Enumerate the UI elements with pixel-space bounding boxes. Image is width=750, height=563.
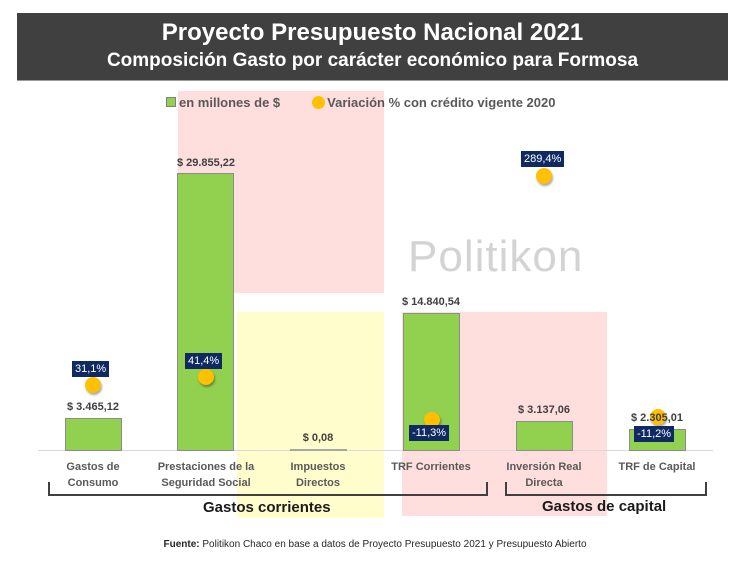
category-label-impuestos-directos: Impuestos Directos xyxy=(258,459,378,491)
legend: en millones de $ Variación % con crédito… xyxy=(166,93,555,111)
orange-dot-icon xyxy=(312,95,326,109)
group-label-gastos-capital: Gastos de capital xyxy=(542,498,667,515)
variation-dot xyxy=(650,409,666,425)
bar-impuestos-directos xyxy=(290,449,347,451)
category-label-line: Prestaciones de la xyxy=(157,461,255,473)
bar-value-label: $ 3.137,06 xyxy=(518,404,570,416)
bracket-gastos-corrientes xyxy=(48,482,488,496)
legend-item-dots: Variación % con crédito vigente 2020 xyxy=(280,95,555,110)
group-label-gastos-corrientes: Gastos corrientes xyxy=(203,499,331,516)
variation-label: -11,3% xyxy=(409,425,450,441)
source-note: Fuente: Politikon Chaco en base a datos … xyxy=(0,539,750,550)
variation-dot xyxy=(536,168,552,184)
bar-value-label: $ 2.305,01 xyxy=(631,412,683,424)
legend-item-bars: en millones de $ xyxy=(166,95,280,110)
variation-dot xyxy=(85,377,101,393)
variation-dot xyxy=(424,412,440,428)
legend-label-bars: en millones de $ xyxy=(179,94,281,110)
title-bar: Proyecto Presupuesto Nacional 2021 Compo… xyxy=(17,13,728,81)
legend-label-dots: Variación % con crédito vigente 2020 xyxy=(327,94,556,110)
source-prefix: Fuente: xyxy=(163,539,200,550)
bar-value-label: $ 29.855,22 xyxy=(176,157,236,169)
watermark: Politikon xyxy=(408,232,584,281)
category-label-line: Directa xyxy=(525,477,563,489)
category-label-trf-capital: TRF de Capital xyxy=(597,459,717,475)
category-label-line: Directos xyxy=(295,477,341,489)
variation-label: 289,4% xyxy=(521,151,565,167)
bar-inversion-real-directa xyxy=(516,421,573,451)
category-label-prestaciones: Prestaciones de la Seguridad Social xyxy=(146,459,266,491)
category-label-line: TRF de Capital xyxy=(618,461,696,473)
chart-subtitle: Composición Gasto por carácter económico… xyxy=(106,50,639,71)
category-label-inversion-real: Inversión Real Directa xyxy=(484,459,604,491)
bar-gastos-consumo xyxy=(65,418,122,451)
bar-prestaciones-seguridad-social xyxy=(177,173,234,451)
variation-label: 31,1% xyxy=(72,361,110,377)
chart-title: Proyecto Presupuesto Nacional 2021 xyxy=(161,19,584,46)
bar-value-label: $ 3.465,12 xyxy=(67,401,119,413)
category-label-line: Impuestos xyxy=(290,461,346,473)
green-square-icon xyxy=(166,97,176,107)
category-label-line: Inversión Real xyxy=(506,461,582,473)
x-axis-line xyxy=(38,450,713,451)
category-label-line: Gastos de xyxy=(66,461,120,473)
background-highlight-yellow xyxy=(237,312,384,518)
category-label-gastos-consumo: Gastos de Consumo xyxy=(33,459,153,491)
category-label-line: Consumo xyxy=(67,477,119,489)
variation-dot xyxy=(198,369,214,385)
bar-value-label: $ 14.840,54 xyxy=(401,296,461,308)
bar-value-label: $ 0,08 xyxy=(302,432,334,444)
variation-label: -11,2% xyxy=(634,426,675,442)
category-label-line: Seguridad Social xyxy=(161,477,251,489)
source-text: Politikon Chaco en base a datos de Proye… xyxy=(199,539,587,550)
bracket-gastos-capital xyxy=(505,482,707,496)
category-label-trf-corrientes: TRF Corrientes xyxy=(371,459,491,475)
variation-label: 41,4% xyxy=(185,353,223,369)
category-label-line: TRF Corrientes xyxy=(391,461,471,473)
